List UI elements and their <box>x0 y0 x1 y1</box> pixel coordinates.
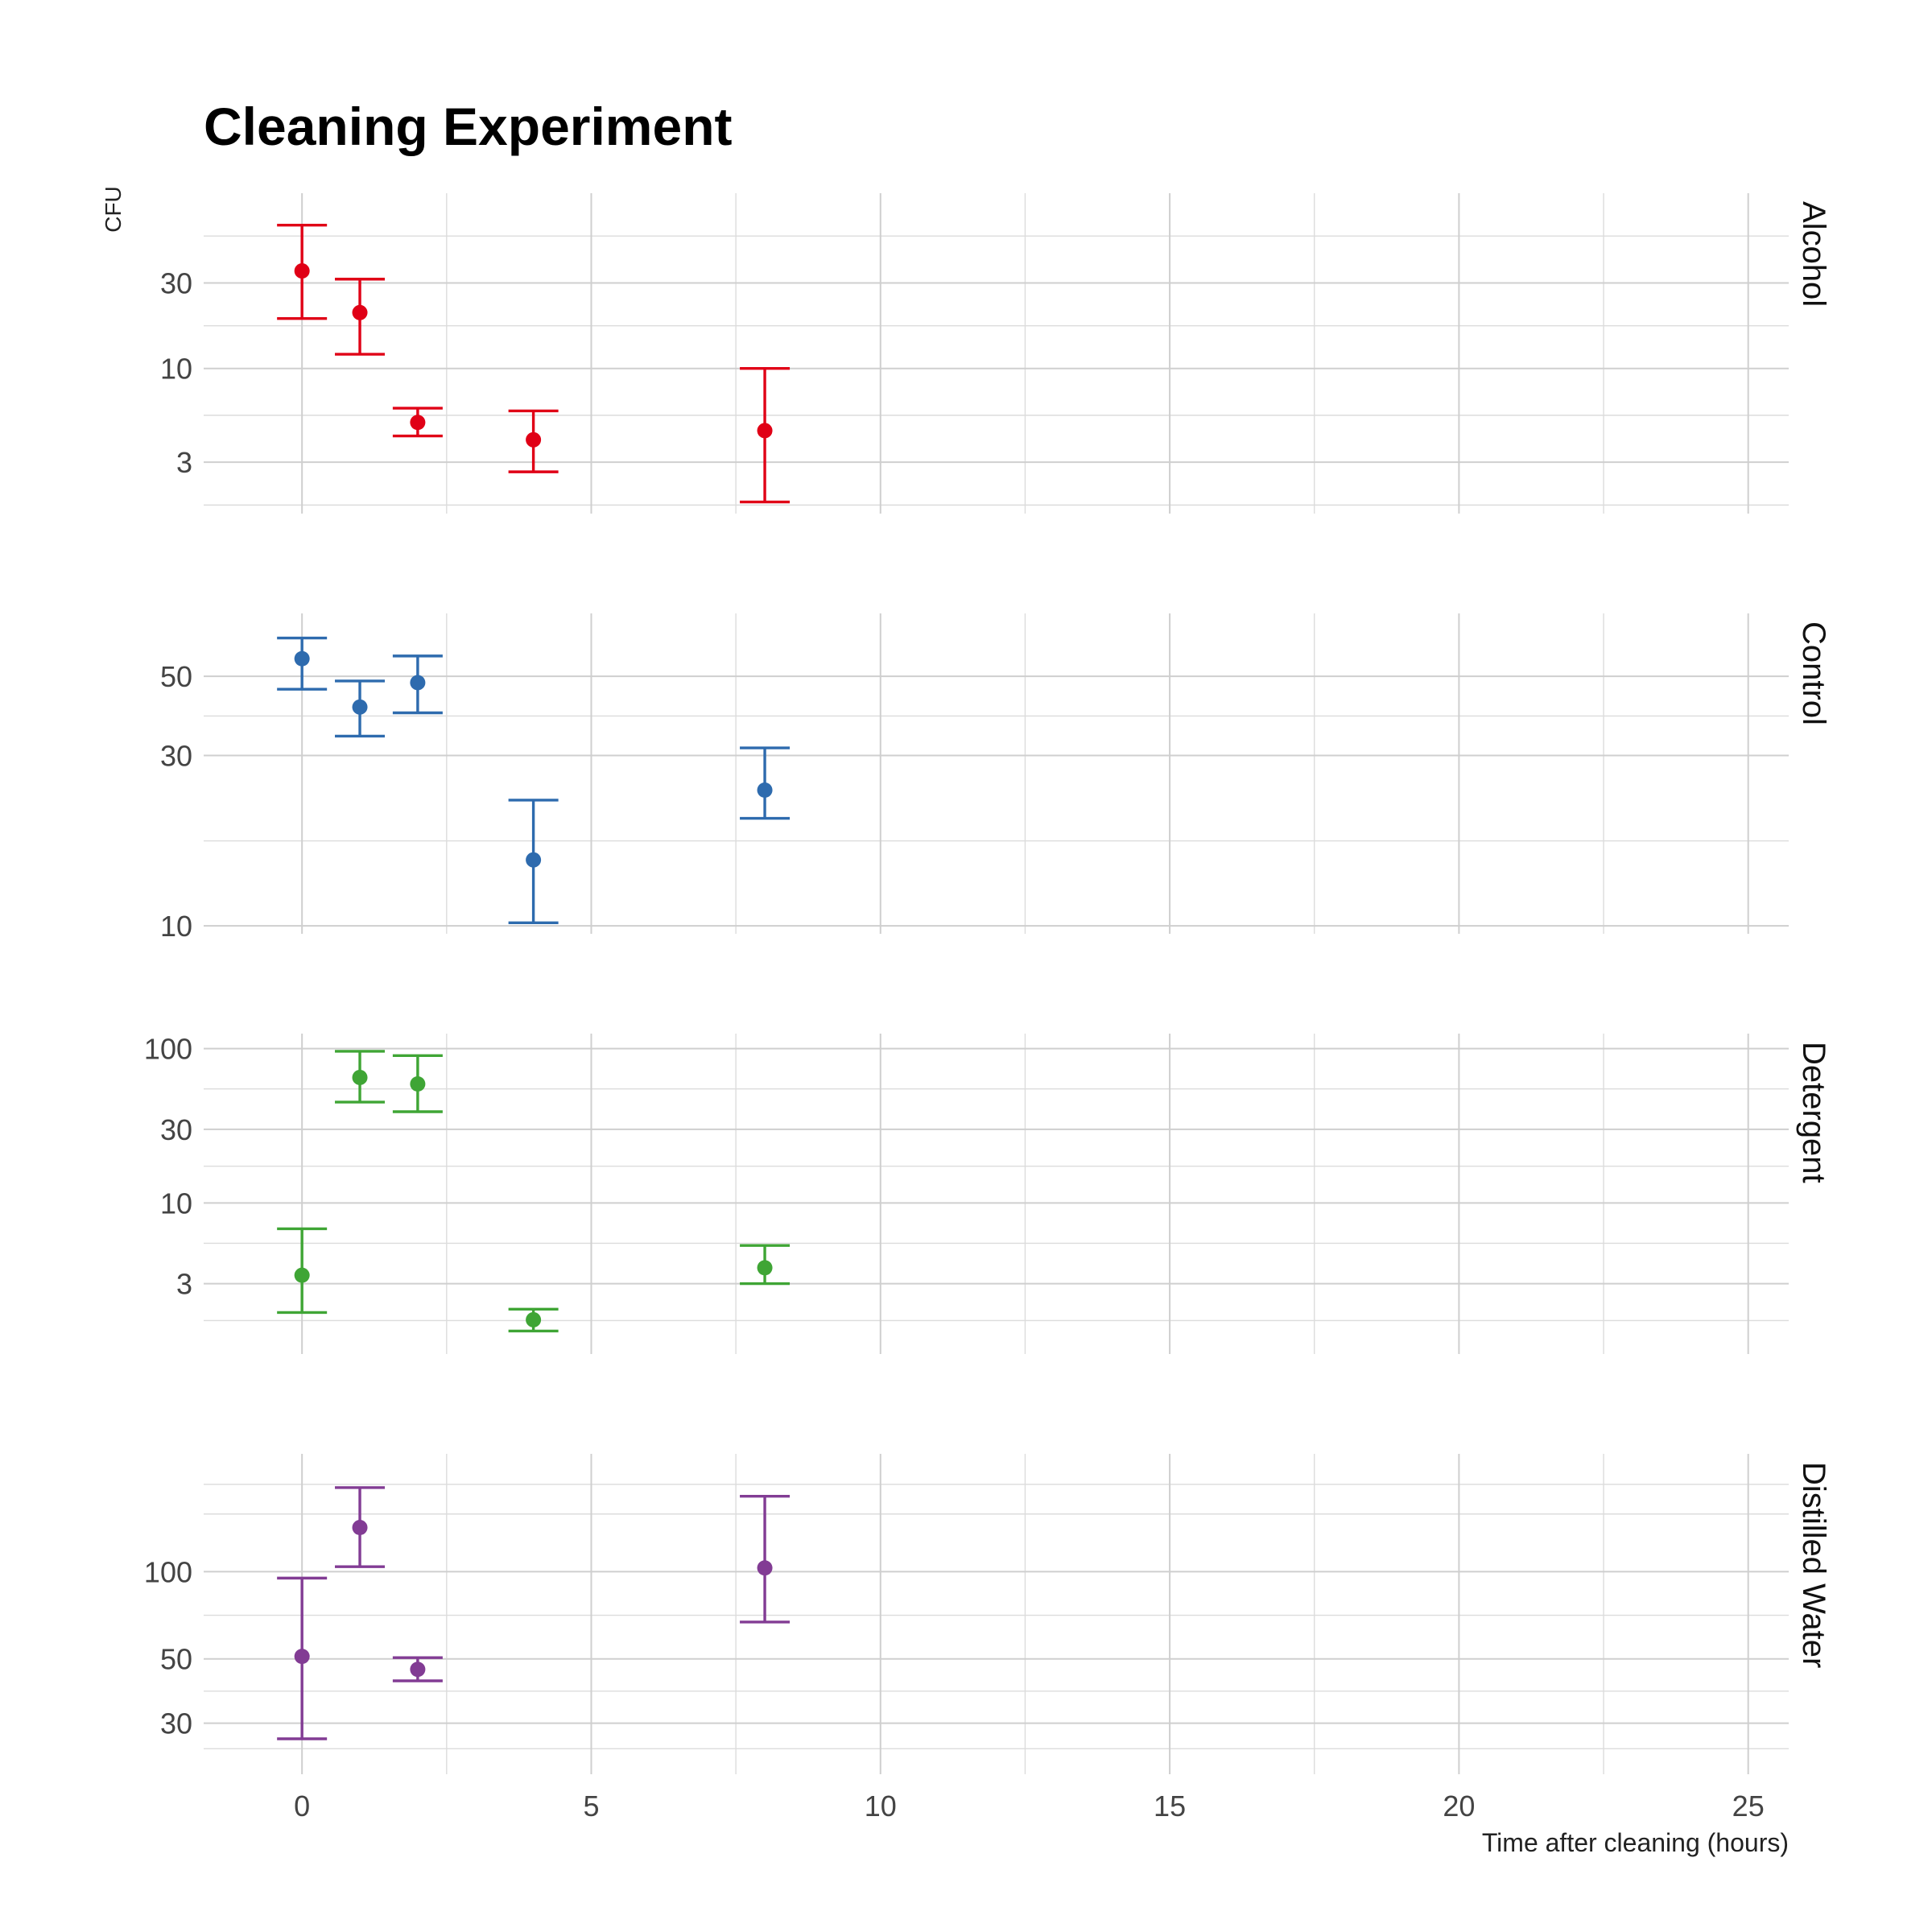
x-tick-label: 10 <box>865 1790 897 1823</box>
data-point <box>410 1076 426 1092</box>
data-point <box>294 650 310 667</box>
y-tick-label: 3 <box>176 446 192 479</box>
y-tick-label: 30 <box>160 1707 192 1740</box>
error-bar <box>740 1495 791 1624</box>
data-point <box>410 415 426 431</box>
y-tick-label: 3 <box>176 1268 192 1301</box>
data-point <box>757 782 773 798</box>
y-tick-label: 30 <box>160 1113 192 1146</box>
facet-label: Distilled Water <box>1796 1462 1831 1668</box>
y-tick-label: 10 <box>160 910 192 943</box>
facet-label: Control <box>1796 621 1831 725</box>
x-axis-label: Time after cleaning (hours) <box>1482 1828 1789 1857</box>
y-tick-label: 50 <box>160 1643 192 1676</box>
data-point <box>526 852 542 868</box>
data-point <box>352 1520 368 1536</box>
data-point <box>757 423 773 439</box>
panel-detergent: 3 10 30 100 Detergent <box>144 1033 1831 1354</box>
panel-control: 10 30 50 Control <box>160 613 1831 943</box>
data-point <box>757 1260 773 1276</box>
data-point <box>294 1267 310 1283</box>
x-axis-ticks: 0 5 10 15 20 25 <box>294 1790 1765 1823</box>
y-tick-label: 30 <box>160 266 192 299</box>
y-tick-label: 30 <box>160 740 192 773</box>
y-axis-label: CFU <box>101 186 126 233</box>
x-tick-label: 15 <box>1154 1790 1186 1823</box>
x-tick-label: 20 <box>1443 1790 1475 1823</box>
y-tick-label: 10 <box>160 1187 192 1220</box>
data-point <box>526 431 542 448</box>
data-point <box>526 1311 542 1327</box>
data-point <box>352 1069 368 1085</box>
panel-alcohol: 3 10 30 Alcohol <box>160 193 1831 514</box>
x-tick-label: 5 <box>583 1790 599 1823</box>
data-point <box>410 675 426 691</box>
facet-label: Alcohol <box>1796 201 1831 307</box>
data-point <box>352 699 368 715</box>
x-tick-label: 0 <box>294 1790 310 1823</box>
data-point <box>352 304 368 320</box>
y-tick-label: 100 <box>144 1555 192 1588</box>
data-point <box>757 1560 773 1576</box>
y-tick-label: 10 <box>160 353 192 386</box>
x-tick-label: 25 <box>1732 1790 1765 1823</box>
chart-title: Cleaning Experiment <box>204 97 733 156</box>
y-tick-label: 100 <box>144 1033 192 1066</box>
data-point <box>294 263 310 279</box>
data-point <box>410 1662 426 1678</box>
facet-label: Detergent <box>1796 1042 1831 1183</box>
y-tick-label: 50 <box>160 660 192 693</box>
data-point <box>294 1649 310 1665</box>
panel-distilled-water: 30 50 100 Distilled Water <box>144 1454 1831 1774</box>
